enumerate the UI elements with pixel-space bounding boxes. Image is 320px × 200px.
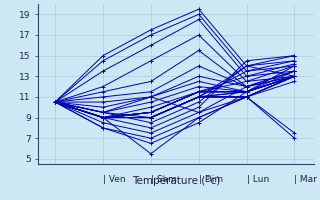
Text: | Sam: | Sam [151,175,177,184]
X-axis label: Température (°c): Température (°c) [132,175,220,186]
Text: | Dim: | Dim [199,175,223,184]
Text: | Mar: | Mar [294,175,317,184]
Text: | Ven: | Ven [103,175,126,184]
Text: | Lun: | Lun [247,175,269,184]
